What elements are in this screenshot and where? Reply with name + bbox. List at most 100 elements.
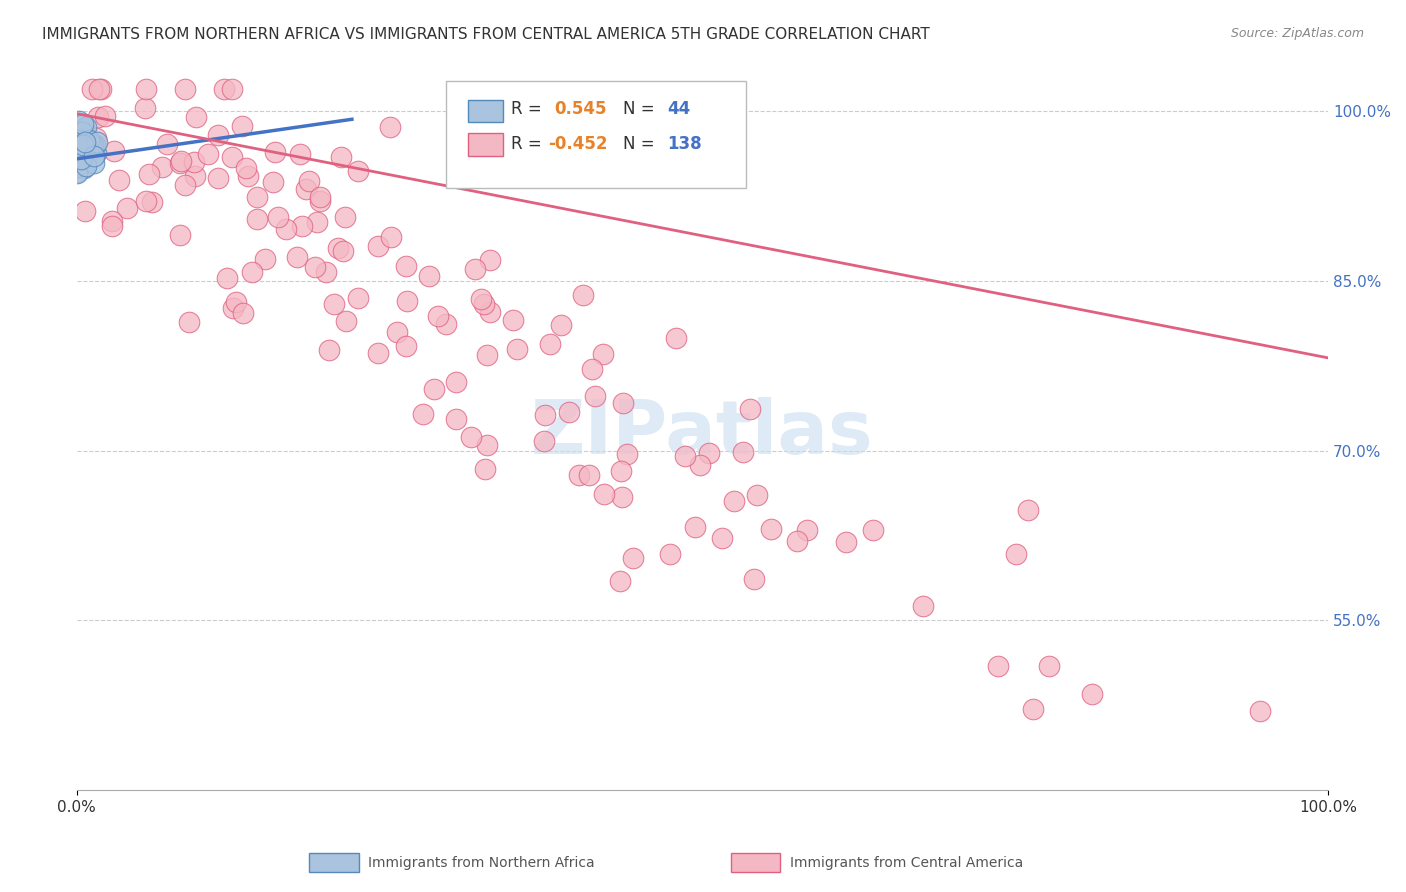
Point [572, 287, 595, 301]
Point [538, 336, 561, 351]
Point [83, 149, 105, 163]
Point [70, 152, 93, 166]
Point [796, 523, 818, 537]
Point [93, 109, 115, 123]
Point [70, 153, 93, 168]
Point [156, 137, 179, 152]
Point [184, 169, 207, 183]
Point [73, 135, 96, 149]
Point [246, 212, 269, 227]
Point [66, 161, 89, 175]
Point [1038, 658, 1060, 673]
Point [610, 490, 633, 504]
Point [101, 213, 124, 227]
Point [66, 137, 89, 152]
Text: N =: N = [623, 135, 661, 153]
Point [84, 131, 107, 145]
Point [67, 147, 90, 161]
Point [67, 157, 90, 171]
Point [246, 189, 269, 203]
Point [87, 81, 110, 95]
Point [75, 159, 97, 173]
Point [67, 113, 90, 128]
Point [134, 101, 156, 115]
Point [87, 110, 110, 124]
Point [72, 154, 94, 169]
Point [609, 464, 631, 478]
Point [612, 396, 634, 410]
Point [73, 142, 96, 156]
Point [335, 313, 357, 327]
Point [221, 150, 243, 164]
Text: Immigrants from Central America: Immigrants from Central America [790, 855, 1024, 870]
Point [733, 445, 755, 459]
Point [294, 182, 316, 196]
Point [73, 130, 96, 145]
Point [69, 157, 91, 171]
Point [479, 252, 502, 267]
Point [67, 139, 90, 153]
Text: Source: ZipAtlas.com: Source: ZipAtlas.com [1230, 27, 1364, 40]
Point [135, 194, 157, 209]
Point [412, 407, 434, 421]
Point [578, 468, 600, 483]
Point [177, 315, 200, 329]
Point [184, 110, 207, 124]
Point [592, 347, 614, 361]
Point [101, 219, 124, 233]
Point [173, 178, 195, 193]
Point [380, 229, 402, 244]
Point [475, 349, 498, 363]
Point [335, 211, 357, 225]
Point [329, 150, 352, 164]
Point [332, 244, 354, 259]
Point [79, 137, 101, 152]
Point [665, 330, 688, 344]
Text: R =: R = [510, 101, 547, 119]
Point [987, 659, 1010, 673]
Point [83, 144, 105, 158]
Point [107, 173, 129, 187]
Point [70, 125, 93, 139]
Point [761, 522, 783, 536]
Point [214, 81, 236, 95]
Point [581, 362, 603, 376]
Point [326, 241, 349, 255]
Point [66, 136, 89, 150]
Point [464, 261, 486, 276]
Point [115, 202, 138, 216]
Point [221, 81, 243, 95]
Point [274, 222, 297, 236]
Point [318, 343, 340, 357]
Point [434, 317, 457, 331]
Point [786, 533, 808, 548]
Point [169, 227, 191, 242]
Point [304, 260, 326, 274]
Point [685, 520, 707, 534]
Point [291, 219, 314, 234]
Point [77, 133, 100, 147]
Point [69, 159, 91, 173]
Point [103, 145, 125, 159]
Point [288, 147, 311, 161]
Point [70, 132, 93, 146]
Point [1080, 687, 1102, 701]
Point [82, 81, 104, 95]
Point [470, 293, 492, 307]
Point [444, 376, 467, 390]
Point [75, 120, 97, 135]
Point [72, 117, 94, 131]
Point [217, 271, 239, 285]
Point [323, 296, 346, 310]
Point [285, 250, 308, 264]
Point [82, 138, 104, 153]
Point [150, 160, 173, 174]
Point [423, 382, 446, 396]
Point [207, 171, 229, 186]
Point [593, 487, 616, 501]
Point [83, 156, 105, 170]
Point [264, 145, 287, 160]
Point [1021, 702, 1043, 716]
Point [298, 174, 321, 188]
Point [862, 523, 884, 537]
